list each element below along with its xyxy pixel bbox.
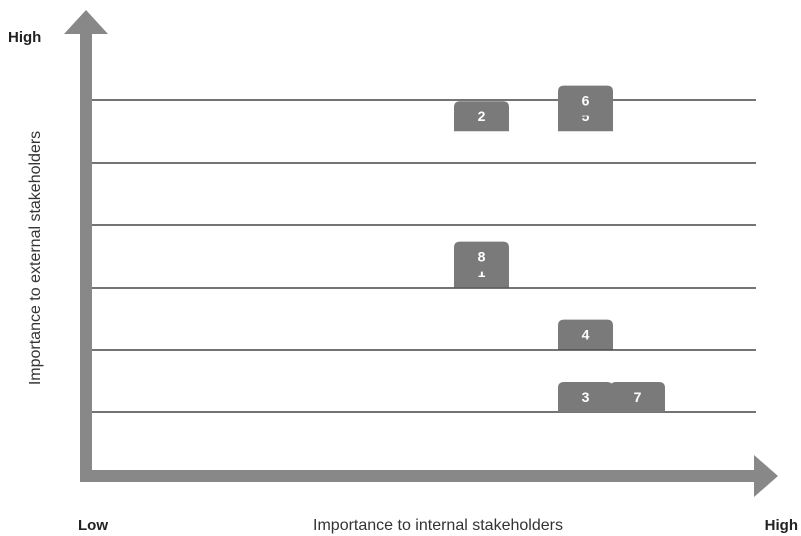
data-tag-label: 2 [478, 108, 486, 124]
data-tags: 1 2 3 4 56 7 8 [454, 85, 665, 412]
x-axis-arrowhead [754, 455, 778, 497]
data-tag-shape [558, 319, 613, 350]
x-axis-low-label: Low [78, 517, 108, 534]
data-tag-6: 6 [558, 85, 613, 116]
y-axis-title: Importance to external stakeholders [27, 131, 44, 385]
y-axis-shaft [80, 30, 92, 482]
y-axis-arrowhead [64, 10, 108, 34]
data-tag-8: 8 [454, 241, 509, 272]
data-tag-shape [454, 101, 509, 132]
grid-lines [90, 99, 756, 413]
data-tag-label: 8 [478, 249, 486, 265]
data-tag-7: 7 [610, 382, 665, 412]
y-axis-high-label: High [8, 29, 41, 46]
data-tag-3: 3 [558, 382, 613, 412]
data-tag-2: 2 [454, 101, 509, 132]
data-tag-shape [610, 382, 665, 412]
data-tag-label: 5 [582, 108, 590, 124]
data-tag-label: 7 [634, 389, 642, 405]
data-tag-label: 1 [478, 264, 486, 280]
data-tag-shape [454, 241, 509, 272]
data-tag-shape [558, 85, 613, 116]
axes [64, 10, 778, 497]
x-axis-high-label: High [765, 517, 798, 534]
data-tag-label: 3 [582, 389, 590, 405]
data-tag-4: 4 [558, 319, 613, 350]
x-axis-title: Importance to internal stakeholders [313, 517, 563, 534]
data-tag-label: 6 [582, 93, 590, 109]
data-tag-label: 4 [582, 327, 590, 343]
x-axis-shaft [80, 470, 756, 482]
data-tag-shape [558, 382, 613, 412]
